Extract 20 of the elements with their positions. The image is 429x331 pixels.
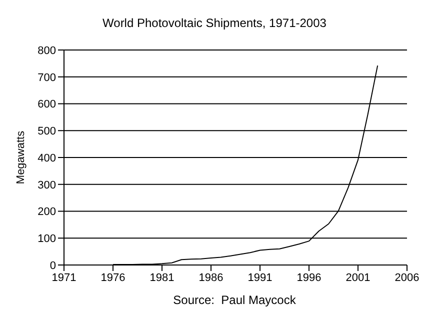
y-tick-label: 0 <box>50 260 56 272</box>
y-tick-label: 400 <box>38 152 56 164</box>
x-tick-label: 1981 <box>150 272 174 284</box>
x-tick-label: 2001 <box>346 272 370 284</box>
x-tick-label: 1971 <box>52 272 76 284</box>
y-tick-label: 100 <box>38 233 56 246</box>
x-tick-label: 1996 <box>296 272 322 284</box>
x-tick-label: 1991 <box>248 272 272 284</box>
y-tick-label: 800 <box>38 44 56 57</box>
x-tick-label: 2006 <box>394 272 420 284</box>
y-tick-label: 300 <box>38 179 56 192</box>
y-tick-label: 600 <box>38 98 56 111</box>
x-tick-label: 1986 <box>198 272 224 284</box>
y-tick-label: 200 <box>38 206 56 218</box>
x-tick-label: 1976 <box>100 272 126 284</box>
source-note: Source: Paul Maycock <box>172 293 297 307</box>
y-axis-title: Megawatts <box>14 130 27 184</box>
y-tick-label: 700 <box>38 72 56 84</box>
chart-title: World Photovoltaic Shipments, 1971-2003 <box>102 15 328 32</box>
y-tick-label: 500 <box>38 126 56 138</box>
